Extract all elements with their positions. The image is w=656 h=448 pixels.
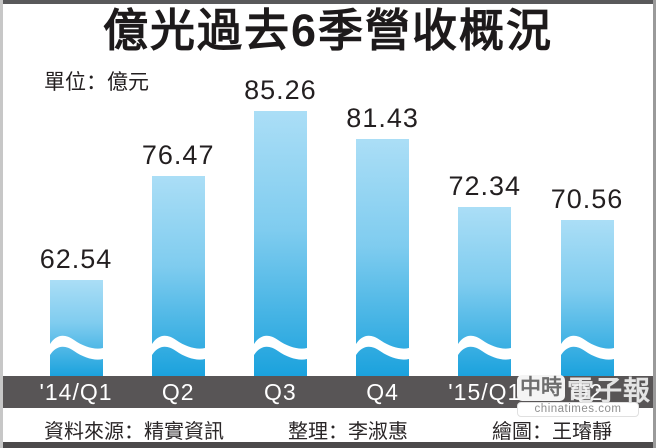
axis-break-wave-icon xyxy=(151,335,205,360)
axis-break-wave-icon xyxy=(253,335,307,360)
x-axis-tick-label: Q3 xyxy=(264,379,297,405)
chinatimes-watermark: 中時 電子報 chinatimes.com xyxy=(517,374,651,417)
bar-value-label: 76.47 xyxy=(141,140,215,170)
watermark-brand-name: 電子報 xyxy=(567,375,651,406)
axis-break-wave-icon xyxy=(560,335,614,360)
x-axis-tick-label: '14/Q1 xyxy=(39,379,113,405)
unit-label: 單位：億元 xyxy=(44,71,149,94)
bar-'14/Q1 xyxy=(49,280,103,376)
watermark-brand-row: 中時 電子報 xyxy=(517,374,651,406)
x-axis-tick-label: Q2 xyxy=(570,379,604,405)
x-axis-tick-label: Q2 xyxy=(161,379,195,405)
axis-break-wave-icon xyxy=(356,335,410,360)
frame-border-top xyxy=(0,0,656,4)
x-axis-tick-label: '15/Q1 xyxy=(448,379,522,405)
bar-value-label: 85.26 xyxy=(244,75,317,105)
illustrator-credit: 繪圖：王璿靜 xyxy=(492,421,612,443)
bar-chart-plot-area: 62.54 76.47 85.26 81.43 72.34 70.56 xyxy=(3,0,653,408)
editor-credit: 整理：李淑惠 xyxy=(288,421,408,443)
bar-value-label: 72.34 xyxy=(448,171,522,201)
bar-value-label: 70.56 xyxy=(550,184,624,214)
bar-Q2 xyxy=(560,220,614,376)
bar-Q3 xyxy=(253,111,307,376)
frame-border-bottom xyxy=(0,442,656,448)
frame-border-right xyxy=(653,0,656,448)
bar-value-label: 62.54 xyxy=(39,244,113,274)
bar-'15/Q1 xyxy=(458,207,512,376)
axis-break-wave-icon xyxy=(49,335,103,360)
bar-Q2 xyxy=(151,176,205,376)
data-source-credit: 資料來源：精實資訊 xyxy=(44,421,224,443)
watermark-domain: chinatimes.com xyxy=(517,402,639,417)
bar-value-label: 81.43 xyxy=(346,103,419,133)
watermark-brand-badge: 中時 xyxy=(517,375,565,401)
bar-Q4 xyxy=(356,139,410,376)
frame-border-left xyxy=(0,0,3,448)
x-axis-tick-label: Q4 xyxy=(366,379,399,405)
chart-title: 億光過去6季營收概況 xyxy=(102,5,554,56)
axis-break-wave-icon xyxy=(458,335,512,360)
